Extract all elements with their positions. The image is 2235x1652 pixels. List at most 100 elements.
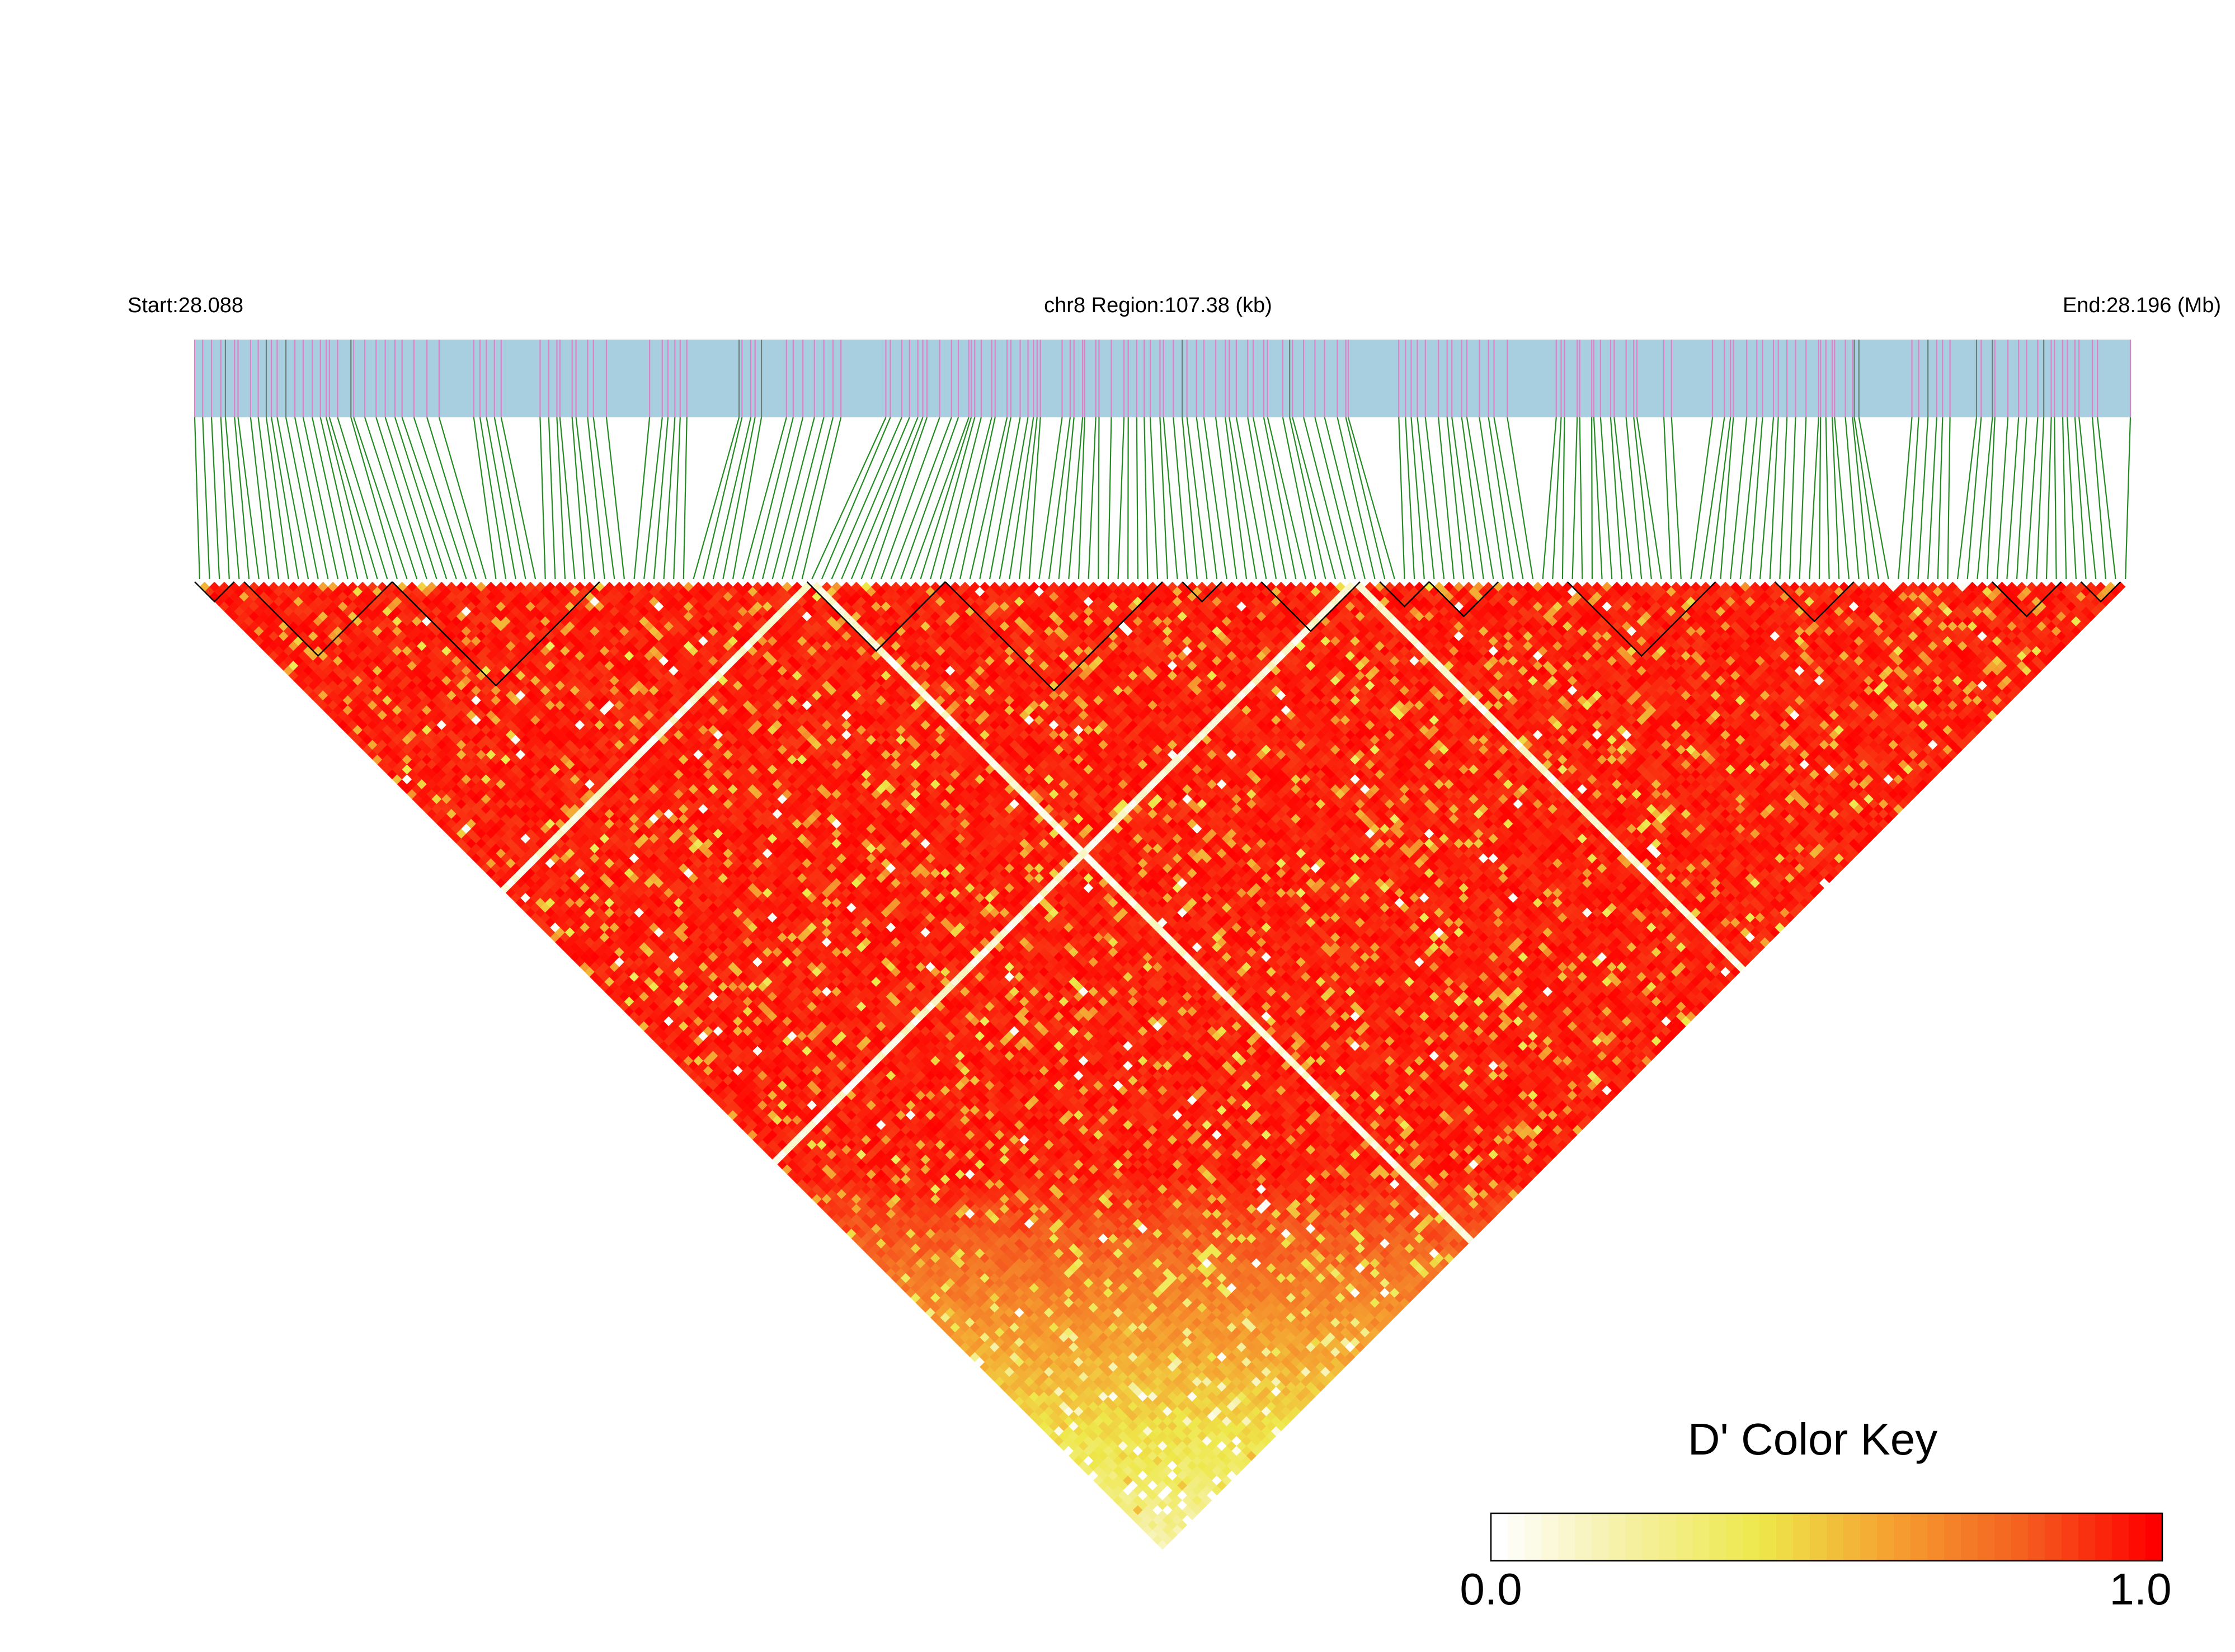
snp-connector (930, 417, 976, 580)
snp-connector (1759, 417, 1775, 580)
snp-connector (1345, 417, 1386, 580)
snp-connector (1405, 417, 1415, 580)
snp-connector (1398, 417, 1405, 580)
snp-connector (871, 417, 928, 580)
snp-connector (294, 417, 329, 580)
snp-connector (1136, 417, 1138, 580)
snp-connector (1196, 417, 1218, 580)
snp-connector (1779, 417, 1788, 580)
snp-connector (426, 417, 477, 580)
region-end-label: End:28.196 (Mb) (2063, 294, 2221, 317)
snp-connector (265, 417, 289, 580)
snp-connector (1225, 417, 1248, 580)
snp-connector (1282, 417, 1316, 580)
snp-connector (1038, 417, 1063, 580)
snp-connector (2097, 417, 2116, 580)
snp-connector (1229, 417, 1257, 580)
snp-connector (653, 417, 669, 580)
snp-connector (1424, 417, 1445, 580)
snp-connector (384, 417, 437, 580)
snp-connector (1636, 417, 1662, 580)
snp-connector (1289, 417, 1326, 580)
snp-connector (683, 417, 688, 580)
snp-connector (782, 417, 825, 580)
snp-connector (890, 417, 952, 580)
snp-connector (1098, 417, 1100, 580)
snp-connector (1314, 417, 1356, 580)
snp-connector (312, 417, 349, 580)
snp-connector (1347, 417, 1395, 580)
snp-connector (1186, 417, 1208, 580)
snp-connector (693, 417, 740, 580)
snp-connector (2062, 417, 2067, 580)
snp-connector (1710, 417, 1731, 580)
snp-connector (1410, 417, 1425, 580)
snp-connector (1996, 417, 2009, 580)
snp-connector (1613, 417, 1632, 580)
snp-connector (1077, 417, 1085, 580)
snp-connector (1303, 417, 1346, 580)
snp-connector (860, 417, 924, 580)
snp-connector (1907, 417, 1919, 580)
snp-connector (1700, 417, 1725, 580)
snp-connector (1182, 417, 1198, 580)
snp-connector (801, 417, 842, 580)
snp-connector (1247, 417, 1277, 580)
snp-connector (1107, 417, 1112, 580)
snp-connector (880, 417, 940, 580)
snp-connector (1438, 417, 1455, 580)
snp-connector (811, 417, 887, 580)
snp-connector (1117, 417, 1125, 580)
region-start-label: Start:28.088 (128, 294, 243, 317)
snp-connector (1144, 417, 1149, 580)
snp-connector (1488, 417, 1514, 580)
snp-connector (1203, 417, 1227, 580)
snp-connector (224, 417, 240, 580)
snp-connector (1937, 417, 1944, 580)
snp-connector (1088, 417, 1097, 580)
snp-connector (1493, 417, 1524, 580)
snp-connector (1825, 417, 1830, 580)
snp-connector (479, 417, 507, 580)
snp-connector (1028, 417, 1041, 580)
snp-connector (1479, 417, 1504, 580)
snp-connector (250, 417, 270, 580)
snp-connector (1579, 417, 1583, 580)
snp-connector (969, 417, 1008, 580)
snp-connector (1159, 417, 1168, 580)
snp-connector (663, 417, 676, 580)
snp-connector (1048, 417, 1071, 580)
snp-connector (979, 417, 1011, 580)
snp-connector (2074, 417, 2087, 580)
snp-connector (821, 417, 891, 580)
snp-connector (1451, 417, 1475, 580)
snp-connector (413, 417, 467, 580)
snp-connector (673, 417, 681, 580)
snp-connector (364, 417, 418, 580)
track-background (195, 340, 2130, 417)
snp-connector (1058, 417, 1075, 580)
snp-connector (1571, 417, 1578, 580)
snp-connector (237, 417, 260, 580)
snp-connector (2045, 417, 2052, 580)
snp-connector (703, 417, 743, 580)
snp-connector (1720, 417, 1734, 580)
snp-connector (850, 417, 919, 580)
snp-connector (319, 417, 359, 580)
snp-connector (1446, 417, 1465, 580)
snp-connector (1235, 417, 1267, 580)
region-title-label: chr8 Region:107.38 (kb) (1044, 294, 1272, 317)
snp-connector (1461, 417, 1484, 580)
snp-connector (548, 417, 556, 580)
snp-connector (257, 417, 280, 580)
snp-connector (539, 417, 546, 580)
snp-connector (1215, 417, 1238, 580)
snp-connector (1625, 417, 1643, 580)
snp-connector (1956, 417, 1978, 580)
snp-connector (473, 417, 497, 580)
snp-connector (1898, 417, 1913, 580)
snp-connector (1599, 417, 1613, 580)
snp-connector (1542, 417, 1557, 580)
snp-connector (234, 417, 250, 580)
snp-connector (1561, 417, 1565, 580)
